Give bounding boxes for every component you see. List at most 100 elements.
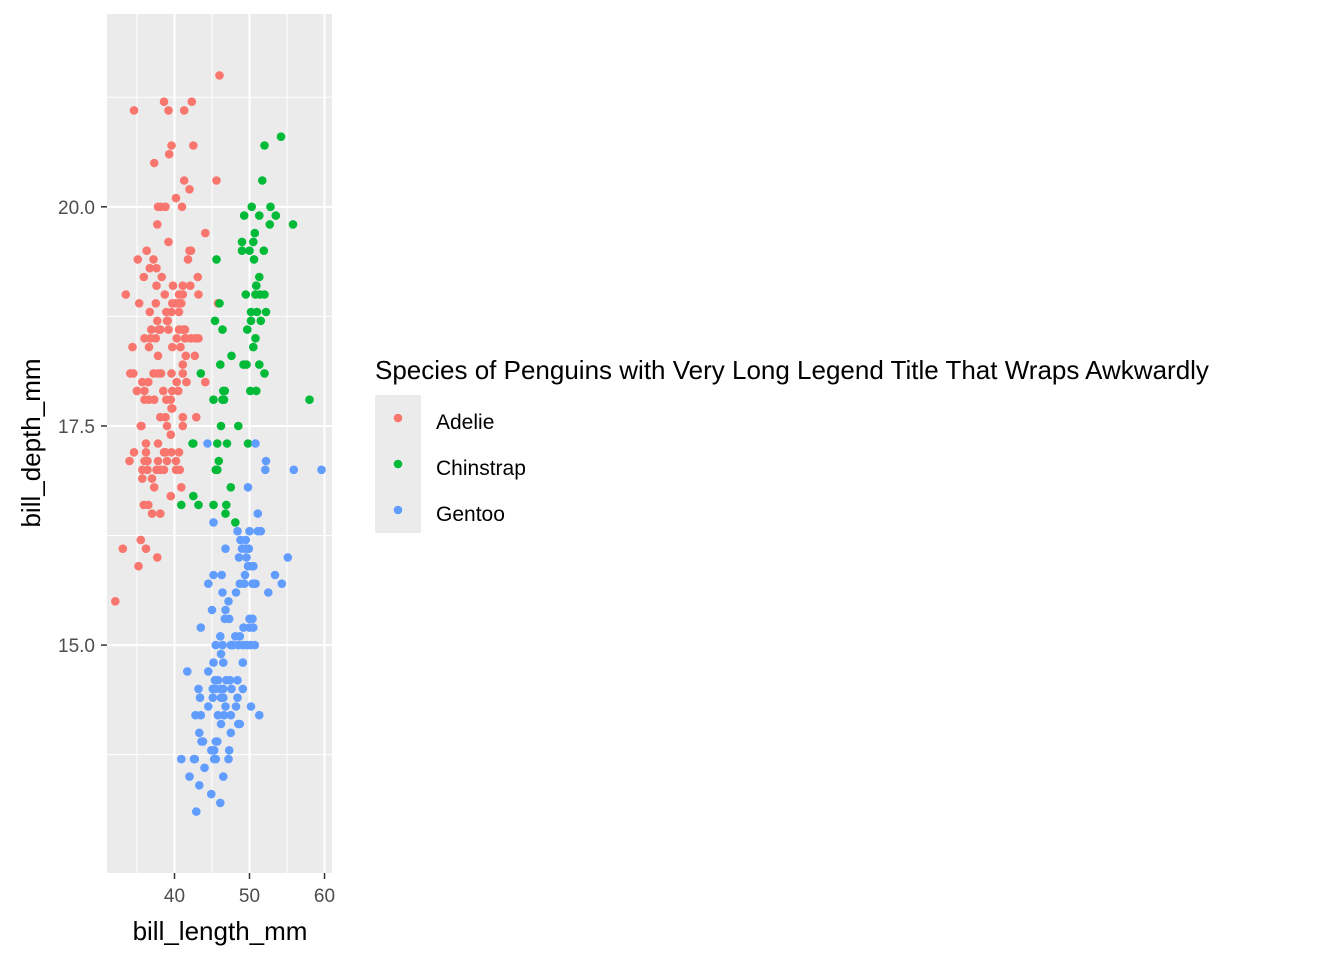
point-gentoo bbox=[248, 579, 257, 588]
point-adelie bbox=[177, 483, 186, 492]
point-chinstrap bbox=[247, 202, 256, 212]
point-gentoo bbox=[190, 754, 200, 764]
point-adelie bbox=[157, 272, 166, 282]
point-gentoo bbox=[239, 623, 248, 632]
point-gentoo bbox=[216, 798, 225, 808]
point-adelie bbox=[147, 509, 157, 518]
point-adelie bbox=[166, 430, 176, 440]
point-chinstrap bbox=[231, 518, 240, 527]
point-gentoo bbox=[207, 789, 216, 799]
point-adelie bbox=[174, 448, 184, 457]
point-chinstrap bbox=[254, 360, 264, 369]
point-adelie bbox=[212, 176, 221, 185]
point-chinstrap bbox=[258, 176, 267, 185]
point-chinstrap bbox=[265, 220, 275, 229]
point-gentoo bbox=[218, 640, 227, 650]
point-chinstrap bbox=[222, 500, 231, 510]
point-adelie bbox=[129, 448, 139, 457]
point-adelie bbox=[149, 395, 159, 405]
point-chinstrap bbox=[245, 246, 254, 255]
point-chinstrap bbox=[241, 290, 251, 299]
point-chinstrap bbox=[271, 211, 281, 220]
point-adelie bbox=[111, 597, 120, 606]
point-adelie bbox=[140, 395, 149, 405]
point-gentoo bbox=[196, 623, 206, 632]
point-adelie bbox=[178, 360, 188, 369]
point-adelie bbox=[151, 299, 161, 308]
point-adelie bbox=[149, 483, 159, 492]
point-gentoo bbox=[216, 632, 225, 641]
point-gentoo bbox=[277, 579, 287, 588]
point-adelie bbox=[187, 97, 197, 106]
point-adelie bbox=[142, 246, 151, 255]
point-chinstrap bbox=[250, 228, 260, 238]
legend-key-adelie bbox=[393, 413, 403, 423]
point-adelie bbox=[138, 474, 147, 483]
point-adelie bbox=[147, 325, 156, 334]
point-gentoo bbox=[207, 605, 217, 615]
point-adelie bbox=[138, 377, 147, 387]
point-gentoo bbox=[289, 465, 299, 475]
point-chinstrap bbox=[249, 237, 258, 247]
x-tick-label: 40 bbox=[164, 886, 185, 907]
point-gentoo bbox=[235, 579, 245, 588]
point-gentoo bbox=[216, 693, 226, 702]
series-chinstrap bbox=[177, 132, 314, 527]
point-adelie bbox=[179, 176, 189, 185]
point-chinstrap bbox=[242, 360, 251, 369]
point-chinstrap bbox=[260, 369, 269, 378]
point-adelie bbox=[144, 342, 154, 352]
point-gentoo bbox=[261, 456, 271, 466]
point-gentoo bbox=[211, 640, 221, 650]
point-gentoo bbox=[209, 570, 218, 580]
point-chinstrap bbox=[251, 334, 260, 343]
point-chinstrap bbox=[259, 246, 269, 255]
point-adelie bbox=[176, 299, 185, 308]
point-gentoo bbox=[213, 737, 222, 746]
point-gentoo bbox=[233, 675, 242, 685]
point-adelie bbox=[162, 456, 172, 466]
point-adelie bbox=[153, 456, 163, 466]
minor-gridlines bbox=[107, 14, 332, 873]
point-adelie bbox=[186, 246, 196, 255]
point-adelie bbox=[159, 448, 169, 457]
point-adelie bbox=[185, 185, 194, 194]
point-chinstrap bbox=[209, 395, 218, 405]
point-gentoo bbox=[249, 623, 258, 632]
point-chinstrap bbox=[261, 307, 271, 317]
y-tick-label: 15.0 bbox=[58, 636, 95, 657]
point-adelie bbox=[153, 316, 162, 326]
point-adelie bbox=[139, 272, 149, 282]
point-chinstrap bbox=[214, 456, 224, 466]
point-adelie bbox=[140, 386, 149, 396]
point-gentoo bbox=[243, 483, 253, 492]
point-adelie bbox=[167, 448, 176, 457]
point-adelie bbox=[159, 97, 169, 106]
point-chinstrap bbox=[239, 211, 249, 220]
point-chinstrap bbox=[254, 272, 264, 282]
point-adelie bbox=[164, 237, 173, 247]
point-gentoo bbox=[194, 684, 203, 694]
legend-label-gentoo: Gentoo bbox=[436, 503, 505, 526]
point-adelie bbox=[178, 412, 188, 422]
point-gentoo bbox=[177, 754, 186, 764]
x-axis-title: bill_length_mm bbox=[133, 916, 308, 946]
legend-key-gentoo bbox=[393, 505, 403, 515]
point-chinstrap bbox=[196, 369, 206, 378]
point-adelie bbox=[176, 342, 185, 352]
y-axis: 15.0 17.5 20.0 bbox=[58, 198, 107, 657]
point-gentoo bbox=[224, 597, 233, 606]
point-adelie bbox=[136, 535, 146, 545]
point-adelie bbox=[172, 377, 181, 387]
point-adelie bbox=[160, 290, 170, 299]
point-adelie bbox=[151, 334, 161, 343]
point-adelie bbox=[168, 342, 177, 352]
point-adelie bbox=[171, 456, 181, 466]
point-gentoo bbox=[283, 553, 293, 562]
point-gentoo bbox=[227, 684, 236, 694]
point-gentoo bbox=[244, 544, 254, 553]
point-chinstrap bbox=[221, 509, 230, 518]
point-chinstrap bbox=[249, 342, 258, 352]
point-adelie bbox=[156, 509, 165, 518]
